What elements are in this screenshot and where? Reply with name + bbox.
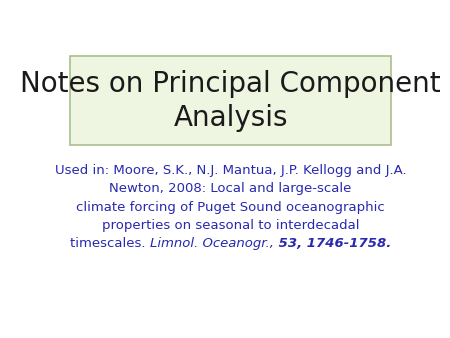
Text: Limnol. Oceanogr.,: Limnol. Oceanogr.,	[150, 237, 274, 250]
Text: Notes on Principal Component: Notes on Principal Component	[20, 71, 441, 98]
Text: climate forcing of Puget Sound oceanographic: climate forcing of Puget Sound oceanogra…	[76, 201, 385, 214]
Text: Used in: Moore, S.K., N.J. Mantua, J.P. Kellogg and J.A.: Used in: Moore, S.K., N.J. Mantua, J.P. …	[55, 164, 406, 177]
Text: Newton, 2008: Local and large-scale: Newton, 2008: Local and large-scale	[109, 183, 352, 195]
Text: timescales.: timescales.	[70, 237, 150, 250]
FancyBboxPatch shape	[70, 56, 391, 145]
Text: properties on seasonal to interdecadal: properties on seasonal to interdecadal	[102, 219, 360, 232]
Text: Analysis: Analysis	[173, 104, 288, 132]
Text: 53, 1746-1758.: 53, 1746-1758.	[274, 237, 391, 250]
